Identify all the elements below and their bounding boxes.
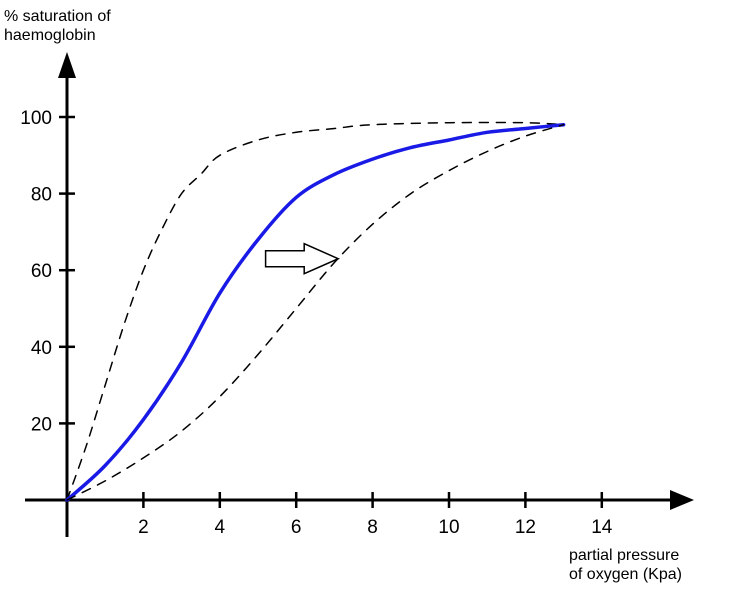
x-axis-label: partial pressure of oxygen (Kpa): [569, 546, 682, 584]
y-axis-label-line-1: % saturation of: [4, 8, 111, 25]
right-shifted-dashed-curve: [66, 123, 565, 501]
y-tick-label-40: 40: [31, 338, 52, 359]
y-axis-arrowhead: [58, 52, 76, 78]
series-layer: [65, 121, 566, 502]
x-axis-label-line-2: of oxygen (Kpa): [569, 566, 682, 583]
y-tick-label-100: 100: [20, 108, 52, 129]
y-tick-label-80: 80: [31, 185, 52, 206]
x-axis-label-line-1: partial pressure: [569, 547, 680, 564]
x-tick-label-6: 6: [291, 517, 302, 538]
x-tick-label-10: 10: [438, 517, 459, 538]
left-dashed-curve: [66, 121, 565, 501]
x-tick-label-14: 14: [591, 517, 613, 538]
right-shift-arrow: [264, 242, 341, 275]
x-tick-label-12: 12: [515, 517, 536, 538]
y-tick-label-20: 20: [31, 414, 52, 435]
tick-marks: 2 4 6 8 10 12 14 20 40 60 80 100: [20, 108, 612, 538]
x-tick-label-8: 8: [367, 517, 378, 538]
y-axis-label: % saturation of haemoglobin: [4, 7, 111, 45]
x-tick-label-4: 4: [215, 517, 226, 538]
annotation-layer: [264, 242, 341, 275]
y-tick-label-60: 60: [31, 261, 52, 282]
y-axis-label-line-2: haemoglobin: [4, 27, 96, 44]
axes: [25, 52, 694, 537]
normal-curve: [65, 122, 566, 502]
x-axis-arrowhead: [670, 490, 694, 510]
x-tick-label-2: 2: [138, 517, 149, 538]
